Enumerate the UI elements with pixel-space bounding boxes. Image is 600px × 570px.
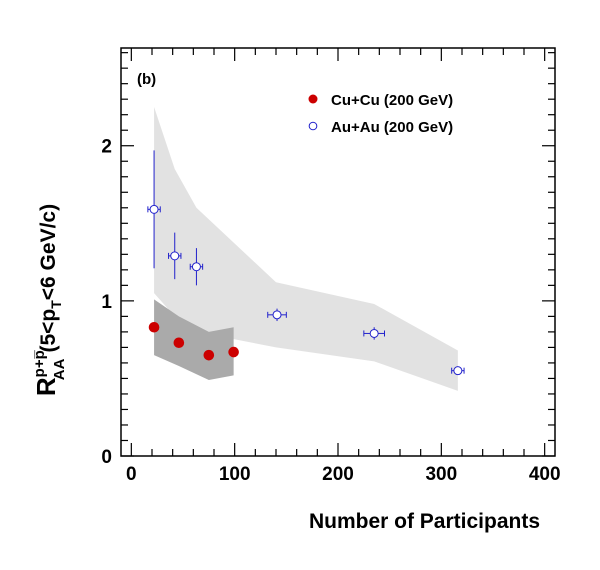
auau-point <box>191 262 201 272</box>
error-bars <box>147 150 465 374</box>
y-axis-label-range-subscript: T <box>48 300 64 309</box>
y-axis-label: Rp+p̅ AA (5<pT<6 GeV/c) <box>31 204 68 396</box>
auau-point <box>369 328 379 338</box>
x-axis-label: Number of Participants <box>309 510 540 533</box>
systematic-band-0 <box>154 299 234 380</box>
y-axis-label-main: R <box>31 377 61 396</box>
legend-label-auau: Au+Au (200 GeV) <box>331 119 453 136</box>
auau-point <box>272 310 282 320</box>
cucu-point <box>203 349 215 361</box>
y-tick-label: 0 <box>101 447 112 468</box>
legend: Cu+Cu (200 GeV) Au+Au (200 GeV) <box>308 92 453 136</box>
legend-marker-auau <box>308 121 318 131</box>
systematic-bands <box>154 106 458 391</box>
y-axis-label-range-suffix: <6 GeV/c) <box>37 204 60 300</box>
y-axis-label-subscript: AA <box>51 358 68 380</box>
systematic-band-1 <box>154 106 458 391</box>
auau-point <box>453 366 463 376</box>
x-tick-label: 400 <box>529 464 561 485</box>
y-tick-label: 1 <box>101 292 112 313</box>
y-axis-label-range-prefix: (5<p <box>37 309 60 353</box>
auau-point <box>149 204 159 214</box>
cucu-point <box>228 346 239 358</box>
y-axis-label-superscript: p+p̅ <box>31 349 48 377</box>
auau-point <box>170 251 180 261</box>
x-tick-label: 100 <box>219 464 251 485</box>
data-points <box>148 204 463 376</box>
legend-label-cucu: Cu+Cu (200 GeV) <box>331 92 453 109</box>
x-tick-label: 300 <box>425 464 457 485</box>
legend-marker-cucu <box>308 94 318 104</box>
x-tick-label: 0 <box>126 464 137 485</box>
cucu-point <box>148 321 160 333</box>
panel-label: (b) <box>137 71 156 88</box>
x-tick-label: 200 <box>322 464 354 485</box>
cucu-point <box>173 337 185 349</box>
y-tick-label: 2 <box>101 137 112 158</box>
axis-ticks: 0 100 200 300 400 0 1 2 <box>101 48 561 485</box>
